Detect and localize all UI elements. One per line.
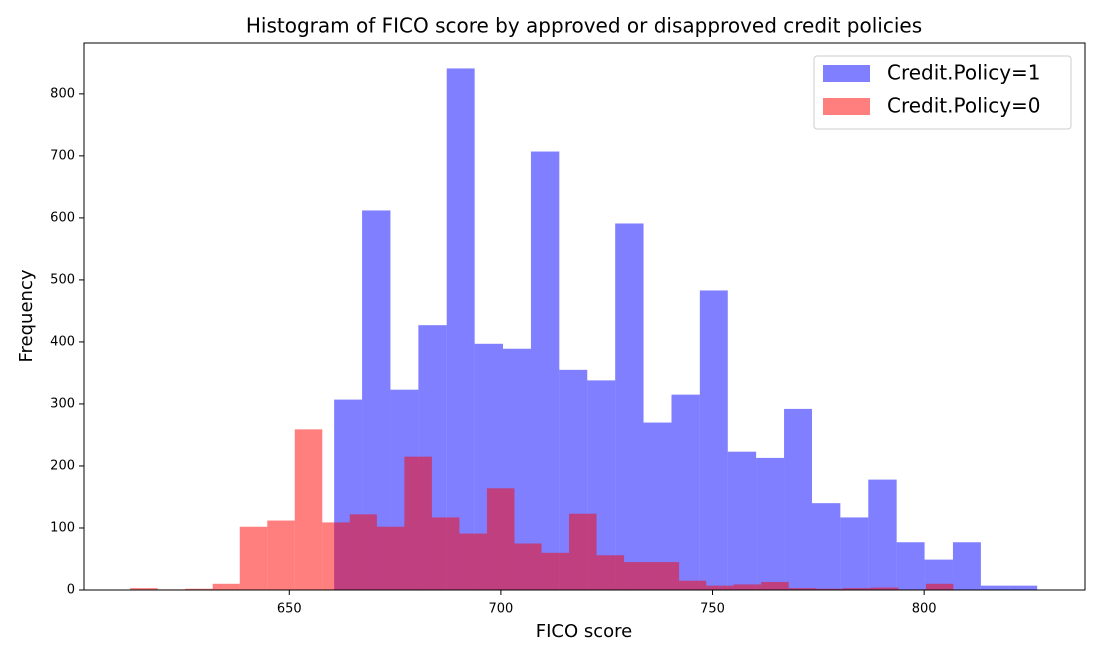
histogram-bar <box>267 520 295 590</box>
histogram-bar <box>212 583 240 590</box>
bars <box>130 68 1038 591</box>
histogram-bar <box>185 588 213 590</box>
histogram-bar <box>615 223 644 591</box>
histogram-bar <box>896 542 925 590</box>
histogram-bar <box>870 587 899 590</box>
y-tick-label: 800 <box>50 86 75 101</box>
y-tick-label: 100 <box>50 520 75 535</box>
y-axis-label: Frequency <box>16 269 37 362</box>
y-tick-label: 600 <box>50 210 75 225</box>
histogram-bar <box>788 588 817 590</box>
x-tick-label: 750 <box>700 602 725 617</box>
histogram-bar <box>404 456 432 590</box>
plot-frame <box>83 42 1086 591</box>
histogram-bar <box>349 514 377 590</box>
legend-box <box>813 55 1072 130</box>
histogram-bar <box>294 429 323 590</box>
legend-label: Credit.Policy=1 <box>887 61 1041 85</box>
histogram-bar <box>624 562 652 590</box>
histogram-bar <box>761 581 789 590</box>
histogram-bar <box>486 488 515 590</box>
y-tick-label: 0 <box>67 583 75 598</box>
histogram-bar <box>784 408 812 590</box>
histogram-bar <box>671 394 700 590</box>
histogram-bar <box>239 526 268 590</box>
y-tick-label: 700 <box>50 148 75 163</box>
histogram-bar <box>514 543 542 590</box>
histogram-bar <box>679 580 707 590</box>
y-tick-label: 200 <box>50 458 75 473</box>
histogram-bar <box>530 151 560 591</box>
histogram-bar <box>446 68 475 591</box>
histogram-bar <box>376 526 405 590</box>
y-tick-label: 400 <box>50 334 75 349</box>
histogram-bar <box>651 562 680 590</box>
legend-swatch <box>823 65 870 82</box>
histogram-bar <box>843 588 871 590</box>
histogram-bar <box>925 583 954 590</box>
x-tick-label: 650 <box>277 602 302 617</box>
histogram-bar <box>459 533 487 590</box>
histogram-bar <box>952 542 981 590</box>
histogram-bar <box>980 585 1010 590</box>
histogram-bar <box>1009 585 1038 590</box>
histogram-bar <box>812 503 841 590</box>
histogram-bar <box>756 457 785 590</box>
histogram-bar <box>706 585 734 590</box>
histogram-bar <box>130 588 158 590</box>
histogram-bar <box>733 584 762 590</box>
x-tick-label: 700 <box>488 602 513 617</box>
x-axis-label: FICO score <box>536 621 633 642</box>
histogram-bar <box>840 517 869 590</box>
histogram-bar <box>322 522 350 590</box>
histogram-bar <box>727 451 757 590</box>
histogram-bar <box>431 517 460 590</box>
histogram-bar <box>596 555 625 590</box>
y-tick-label: 300 <box>50 396 75 411</box>
histogram-bar <box>699 290 728 590</box>
legend-swatch <box>823 98 870 115</box>
chart-title: Histogram of FICO score by approved or d… <box>246 14 922 38</box>
x-tick-label: 800 <box>912 602 937 617</box>
histogram-bar <box>816 588 844 590</box>
histogram-bar <box>541 552 570 590</box>
histogram-bar <box>569 513 597 590</box>
histogram-bar <box>868 479 897 590</box>
legend-label: Credit.Policy=0 <box>887 94 1041 118</box>
y-tick-label: 500 <box>50 272 75 287</box>
